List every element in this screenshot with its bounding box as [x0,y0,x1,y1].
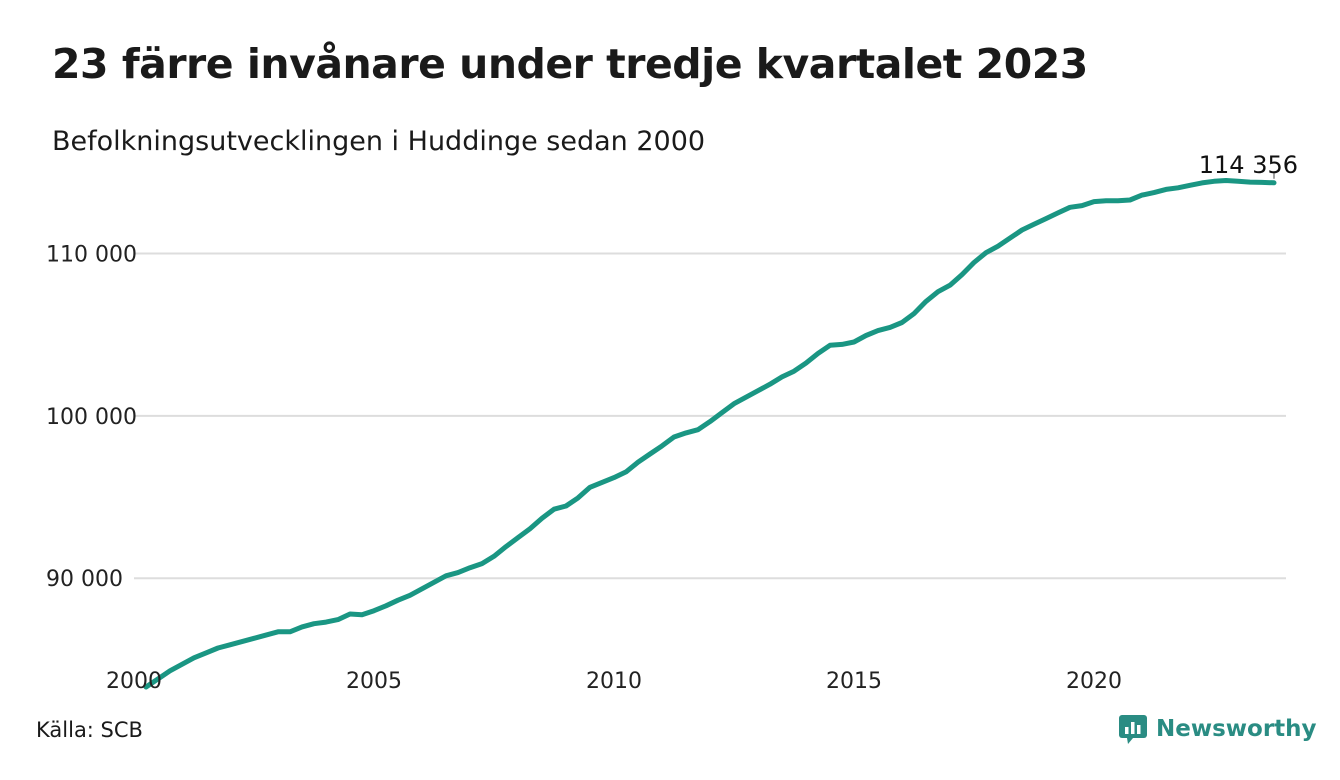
series-line [143,178,1277,690]
chart-subtitle: Befolkningsutvecklingen i Huddinge sedan… [52,126,706,157]
newsworthy-logo-icon [1119,715,1147,744]
y-tick-label: 100 000 [46,405,137,430]
x-tick-label: 2010 [586,669,642,694]
x-tick-label: 2015 [826,669,882,694]
y-tick-label: 90 000 [46,567,123,592]
brand-logo[interactable]: Newsworthy [1118,714,1317,744]
chart-title: 23 färre invånare under tredje kvartalet… [52,40,1088,88]
source-label: Källa: SCB [36,718,143,742]
brand-name: Newsworthy [1156,716,1317,742]
x-tick-label: 2020 [1066,669,1122,694]
last-value-label: 114 356 [1199,151,1298,179]
x-tick-label: 2005 [346,669,402,694]
x-tick-label: 2000 [106,669,162,694]
y-tick-label: 110 000 [46,243,137,268]
